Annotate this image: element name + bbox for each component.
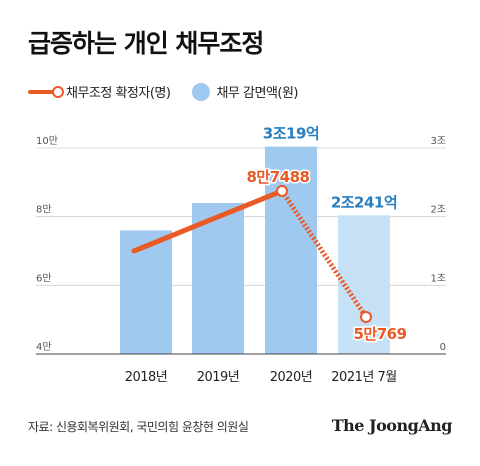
x-axis-tick: 2020년 xyxy=(270,370,313,385)
line-value-label: 8만7488 xyxy=(247,168,310,186)
line-point xyxy=(360,311,372,324)
line-point xyxy=(276,184,288,197)
legend-bar-label: 채무 감면액(원) xyxy=(216,86,299,101)
left-axis-tick: 8만 xyxy=(36,204,52,216)
x-axis-tick: 2021년 7월 xyxy=(331,370,396,385)
line-series-dashed xyxy=(279,189,369,319)
legend: 채무조정 확정자(명) 채무 감면액(원) xyxy=(28,82,320,101)
publisher-logo: The JoongAng xyxy=(331,416,453,435)
legend-line-swatch xyxy=(28,85,64,98)
right-axis-tick: 1조 xyxy=(430,273,446,284)
left-axis-tick: 4만 xyxy=(36,341,52,353)
bar xyxy=(192,202,244,354)
bar xyxy=(265,146,317,354)
bar-value-label: 2조241억 xyxy=(331,193,397,211)
left-axis-tick: 6만 xyxy=(36,272,52,284)
line-value-label: 5만769 xyxy=(353,325,406,343)
source-note: 자료: 신용회복위원회, 국민의힘 윤창현 의원실 xyxy=(28,420,249,434)
x-axis-tick: 2019년 xyxy=(197,370,240,385)
bar xyxy=(120,230,172,354)
bar-value-label: 3조19억 xyxy=(263,125,319,143)
left-axis-tick: 10만 xyxy=(36,135,58,147)
right-axis-tick: 3조 xyxy=(430,136,446,147)
chart-title: 급증하는 개인 채무조정 xyxy=(28,29,264,58)
x-axis-tick: 2018년 xyxy=(125,370,168,385)
right-axis-tick: 0 xyxy=(440,342,446,353)
legend-bar-swatch xyxy=(192,82,211,101)
right-axis-tick: 2조 xyxy=(430,205,446,216)
line-series-solid xyxy=(131,188,285,254)
legend-line-label: 채무조정 확정자(명) xyxy=(66,86,171,101)
combo-chart: 4만 6만 8만 10만 0 1조 2조 3조 3조19억 2조241억 2018년 2019년 202… xyxy=(36,125,446,385)
